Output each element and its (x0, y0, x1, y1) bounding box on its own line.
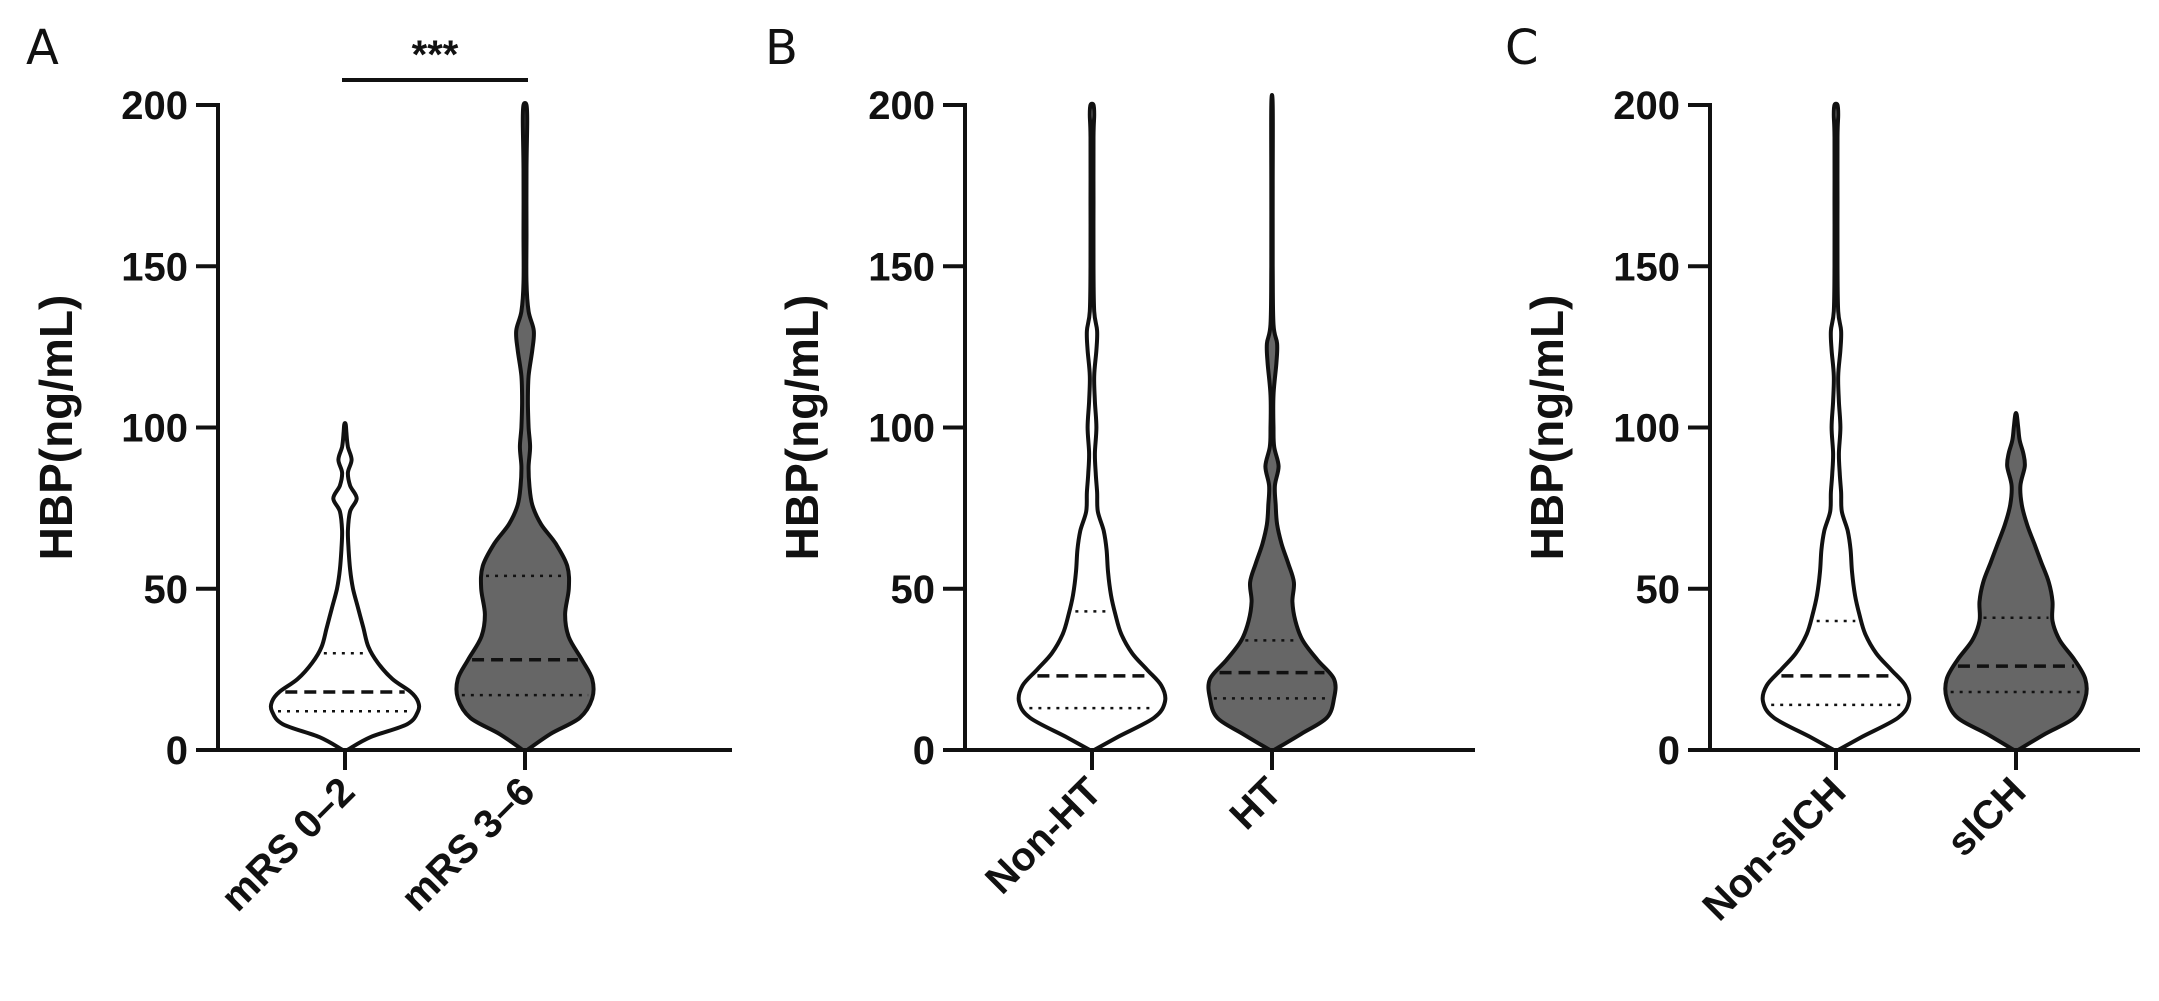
violin-0 (268, 421, 422, 752)
y-tick-label: 100 (1613, 407, 1680, 451)
violin-body (1943, 410, 2089, 752)
violin-body (1016, 101, 1168, 752)
category-label: Non-sICH (1694, 769, 1854, 929)
y-tick-label: 0 (166, 729, 188, 773)
y-axis-title: HBP(ng/mL) (1521, 295, 1573, 561)
violin-body (454, 101, 596, 752)
y-tick-label: 200 (868, 84, 935, 128)
violin-body (1206, 92, 1338, 752)
y-tick-label: 200 (121, 84, 188, 128)
violin-1 (454, 101, 596, 752)
panel-a: A HBP(ng/mL) 0 50 100 150 200 mRS 0–2 mRS 3–6 *** (26, 20, 732, 920)
violin-1 (1206, 92, 1338, 752)
category-label: mRS 3–6 (393, 769, 544, 920)
panel-letter: C (1505, 20, 1539, 76)
violin-0 (1760, 101, 1912, 752)
y-axis-title: HBP(ng/mL) (776, 295, 828, 561)
category-label: Non-HT (977, 769, 1110, 902)
panel-b: B HBP(ng/mL) 0 50 100 150 200 Non-HT HT (765, 20, 1475, 902)
significance-label: *** (412, 33, 459, 77)
y-tick-label: 0 (1658, 729, 1680, 773)
y-axis-title: HBP(ng/mL) (30, 295, 82, 561)
category-label: HT (1222, 769, 1291, 838)
category-label: sICH (1939, 769, 2035, 865)
violin-0 (1016, 101, 1168, 752)
y-tick-label: 100 (868, 407, 935, 451)
y-tick-label: 0 (913, 729, 935, 773)
violin-body (268, 421, 422, 752)
panel-letter: A (26, 20, 59, 76)
y-tick-label: 150 (1613, 245, 1680, 289)
y-tick-label: 200 (1613, 84, 1680, 128)
category-label: mRS 0–2 (213, 769, 364, 920)
y-tick-label: 50 (891, 568, 936, 612)
y-tick-label: 50 (144, 568, 189, 612)
violin-1 (1943, 410, 2089, 752)
y-tick-label: 150 (121, 245, 188, 289)
y-tick-label: 150 (868, 245, 935, 289)
violin-body (1760, 101, 1912, 752)
y-tick-label: 50 (1636, 568, 1681, 612)
y-tick-label: 100 (121, 407, 188, 451)
panel-letter: B (765, 20, 798, 76)
panel-c: C HBP(ng/mL) 0 50 100 150 200 Non-sICH sICH (1505, 20, 2140, 929)
